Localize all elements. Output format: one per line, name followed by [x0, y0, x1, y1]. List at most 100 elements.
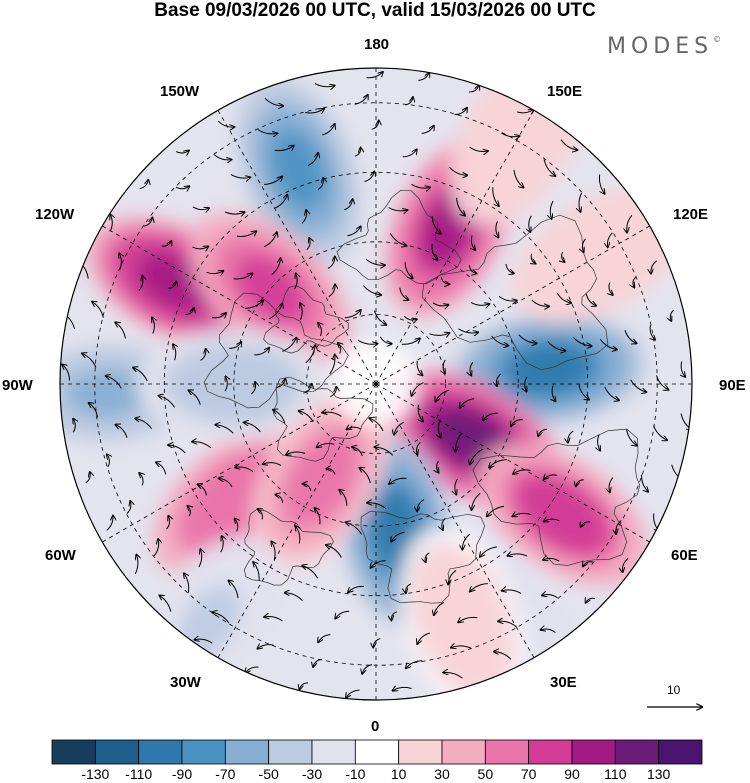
wind-vector [286, 452, 306, 455]
wind-vector [544, 475, 558, 479]
lon-label-30w: 30W [170, 674, 201, 691]
wind-vector [335, 610, 350, 618]
colorbar-tick-label: 10 [390, 766, 407, 782]
coastline [263, 285, 349, 354]
colorbar-tick-label: -50 [258, 766, 279, 782]
wind-vector [550, 200, 554, 219]
wind-vector [609, 282, 613, 295]
wind-vector [598, 174, 604, 194]
wind-vector [468, 265, 476, 273]
wind-vector [538, 428, 548, 436]
colorbar-segment [354, 739, 400, 765]
wind-vector [357, 339, 378, 344]
wind-vector [583, 562, 594, 567]
wind-vector [431, 216, 441, 234]
wind-vector [401, 338, 420, 345]
wind-vector [107, 454, 110, 468]
wind-vector [152, 318, 155, 334]
wind-vector [347, 226, 361, 237]
colorbar-tick-label: 130 [646, 766, 671, 782]
wind-vector [411, 183, 431, 188]
wind-vector [406, 583, 412, 593]
wind-vector [198, 484, 207, 496]
wind-vector [371, 560, 386, 568]
wind-vector [556, 292, 571, 303]
colorbar-tick-label: 50 [477, 766, 494, 782]
colorbar [51, 739, 703, 765]
wind-vector [458, 328, 479, 333]
wind-vector [404, 316, 416, 320]
wind-vector [220, 536, 223, 553]
wind-vectors [62, 72, 691, 698]
wind-vector [224, 212, 244, 214]
wind-vector [547, 341, 566, 350]
wind-vector [633, 277, 636, 287]
wind-vector [271, 541, 275, 560]
wind-vector [406, 660, 423, 668]
wind-vector [454, 108, 468, 116]
wind-vector [299, 411, 314, 423]
wind-vector [258, 509, 263, 520]
wind-vector [216, 425, 234, 434]
wind-vector [627, 214, 633, 232]
wind-vector [168, 445, 186, 454]
wind-vector [307, 153, 318, 166]
wind-vector [348, 585, 364, 592]
wind-vector [245, 301, 263, 309]
wind-vector [391, 611, 398, 621]
wind-vector [274, 195, 288, 209]
wind-vector [322, 412, 342, 417]
wind-vector [73, 419, 75, 433]
wind-vector [295, 526, 299, 544]
wind-vector [326, 545, 342, 558]
wind-vector [585, 293, 596, 306]
wind-vector [650, 325, 655, 339]
wind-vector [543, 159, 555, 176]
wind-vector [303, 484, 312, 491]
wind-vector [330, 387, 336, 398]
wind-vector [379, 336, 391, 344]
map-disc [60, 68, 692, 700]
colorbar-segment [484, 739, 530, 765]
wind-vector [276, 379, 286, 388]
lon-label-60e: 60E [671, 547, 698, 564]
wind-vector [437, 460, 439, 473]
wind-vector [616, 520, 622, 534]
wind-vector [513, 169, 524, 188]
wind-vector [273, 410, 286, 424]
anomaly-contour [234, 254, 306, 323]
wind-vector [656, 375, 669, 389]
wind-vector [402, 150, 417, 158]
wind-vector [391, 531, 405, 541]
wind-vector [373, 638, 381, 648]
wind-vector [573, 337, 592, 347]
colorbar-segment [224, 739, 270, 765]
wind-vector [354, 148, 361, 157]
wind-vector [513, 470, 531, 474]
wind-vector [352, 447, 363, 457]
wind-vector [346, 522, 363, 535]
modes-logo: MODES© [607, 34, 721, 59]
wind-vector [364, 172, 375, 182]
wind-vector [344, 199, 352, 211]
wind-vector [388, 207, 408, 211]
colorbar-segment [658, 739, 703, 765]
wind-vector [89, 403, 98, 418]
wind-vector [166, 516, 170, 530]
wind-vector [313, 658, 323, 667]
wind-vector [501, 132, 519, 137]
wind-vector [192, 206, 209, 210]
wind-vector [211, 313, 226, 318]
wind-vector [552, 385, 555, 402]
wind-vector [285, 593, 303, 602]
lon-label-90e: 90E [719, 377, 746, 394]
wind-vector [126, 501, 131, 514]
wind-vector [598, 434, 601, 450]
wind-vector [326, 469, 336, 475]
colorbar-segment [571, 739, 616, 765]
wind-vector [508, 554, 528, 556]
colorbar-tick-label: 30 [434, 766, 450, 782]
wind-vector [434, 602, 445, 616]
wind-vector [359, 468, 371, 484]
wind-vector [543, 558, 560, 562]
